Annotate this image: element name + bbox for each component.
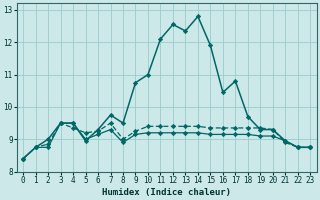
X-axis label: Humidex (Indice chaleur): Humidex (Indice chaleur): [102, 188, 231, 197]
